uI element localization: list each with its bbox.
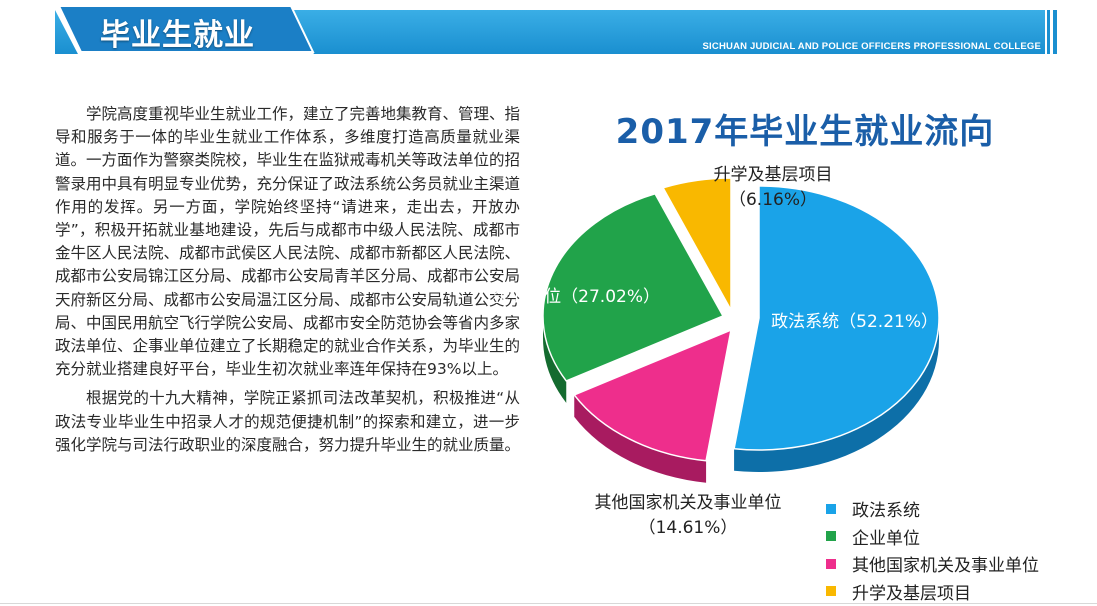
body-text: 学院高度重视毕业生就业工作，建立了完善地集教育、管理、指导和服务于一体的毕业生就… [55,103,520,463]
legend-item: 政法系统 [826,495,1039,523]
legend-item: 企业单位 [826,523,1039,551]
paragraph: 学院高度重视毕业生就业工作，建立了完善地集教育、管理、指导和服务于一体的毕业生就… [55,105,521,379]
title-tab [55,5,315,56]
legend-item: 升学及基层项目 [826,578,1039,606]
legend-label: 政法系统 [852,501,920,522]
paragraph: 根据党的十九大精神，学院正紧抓司法改革契机，积极推进“从政法专业毕业生中招录人才… [55,389,521,454]
legend-swatch [826,558,836,569]
legend-item: 其他国家机关及事业单位 [826,550,1039,578]
pie-slice [573,328,732,462]
page-title: 毕业生就业 [100,18,255,53]
header-bar-stripe [1053,10,1057,54]
footer-divider [0,603,1097,604]
pie-slice [661,177,732,313]
data-label-value: （27.02%） [561,287,660,307]
legend-label: 企业单位 [852,528,920,549]
legend-swatch [826,503,836,514]
pie-slice-side [543,316,567,403]
chart-title: 2017年毕业生就业流向 [615,112,995,152]
pie-slice [542,192,725,382]
data-label: 政法系统（52.21%） [771,312,938,332]
data-label-value: （14.61%） [639,518,738,538]
data-label-name: 升学及基层项目 [714,165,833,185]
data-label-value: （52.21%） [839,312,938,332]
pie-slice-side [734,318,939,473]
legend-swatch [826,586,836,597]
data-label-name: 政法系统 [771,312,839,332]
chart-legend: 政法系统 企业单位 其他国家机关及事业单位 升学及基层项目 [826,495,1039,605]
data-label-value: （6.16%） [729,190,817,210]
legend-label: 其他国家机关及事业单位 [852,556,1039,577]
header-bar-stripe [1047,10,1050,54]
data-label: 企业单位（27.02%） [493,287,660,307]
legend-swatch [826,531,836,542]
data-label-name: 其他国家机关及事业单位 [595,493,782,513]
legend-label: 升学及基层项目 [852,583,971,604]
college-name: SICHUAN JUDICIAL AND POLICE OFFICERS PRO… [702,41,1041,52]
data-label-name: 企业单位 [493,287,561,307]
pie-slice [733,185,940,451]
pie-slice-side [574,394,707,483]
